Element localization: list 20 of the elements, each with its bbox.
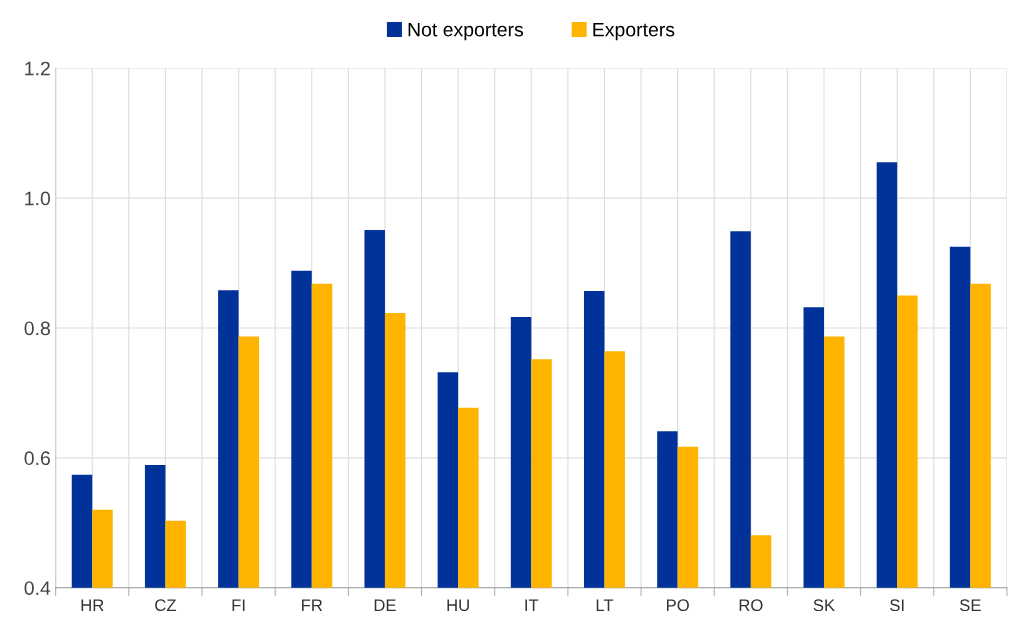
y-tick-label: 0.4	[24, 581, 51, 595]
y-tick-label: 0.6	[24, 451, 50, 466]
x-tick-label: HR	[81, 599, 104, 611]
x-tick-label: IT	[525, 599, 539, 611]
x-tick-label: FI	[232, 599, 245, 611]
y-tick-label: 0.8	[24, 321, 50, 336]
x-tick-label: DE	[374, 599, 396, 611]
x-tick-label: FR	[302, 599, 323, 611]
x-tick-label: CZ	[155, 599, 177, 612]
x-tick-label: SE	[959, 599, 981, 612]
x-tick-label: SK	[813, 599, 835, 612]
y-tick-label: 1.0	[25, 191, 51, 206]
legend-label: Exporters	[593, 22, 675, 41]
x-tick-label: RO	[739, 599, 763, 612]
legend-label: Not exporters	[408, 22, 524, 41]
x-tick-label: LT	[596, 599, 614, 611]
y-tick-label: 1.2	[25, 61, 50, 76]
x-tick-label: HU	[447, 599, 469, 612]
x-tick-label: SI	[890, 599, 904, 612]
x-tick-label: PO	[666, 599, 689, 612]
